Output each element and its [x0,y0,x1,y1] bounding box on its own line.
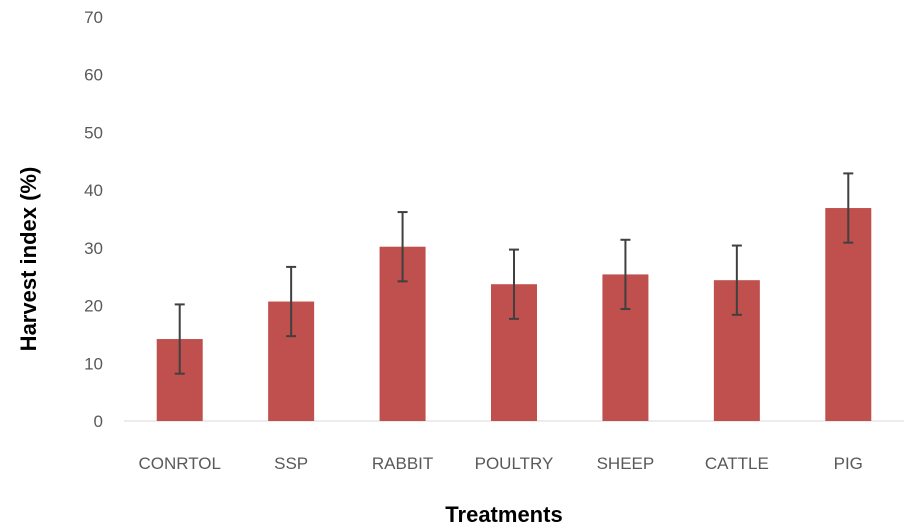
error-bar [286,265,297,338]
y-tick-label: 30 [84,239,103,258]
error-bar [731,244,742,316]
y-axis-title: Harvest index (%) [16,167,41,352]
x-tick-label: POULTRY [475,454,554,473]
error-bars [174,172,854,375]
y-tick-label: 40 [84,181,103,200]
y-tick-label: 50 [84,123,103,142]
y-tick-label: 0 [94,412,103,431]
x-axis-title: Treatments [445,502,562,527]
error-bar [174,303,185,375]
x-tick-label: RABBIT [372,454,433,473]
x-tick-label: CATTLE [705,454,769,473]
y-tick-label: 70 [84,8,103,27]
x-axis-ticks: CONRTOL SSP RABBIT POULTRY SHEEP CATTLE PIG [138,454,862,473]
x-tick-label: SHEEP [597,454,655,473]
error-bar [620,238,631,311]
y-tick-label: 60 [84,66,103,85]
x-tick-label: PIG [834,454,863,473]
x-tick-label: CONRTOL [138,454,221,473]
error-bar [843,172,854,244]
x-tick-label: SSP [274,454,308,473]
y-tick-label: 10 [84,354,103,373]
error-bar [509,248,519,320]
error-bar [397,211,408,283]
y-axis-ticks: 0 10 20 30 40 50 60 70 [84,8,103,431]
y-tick-label: 20 [84,297,103,316]
